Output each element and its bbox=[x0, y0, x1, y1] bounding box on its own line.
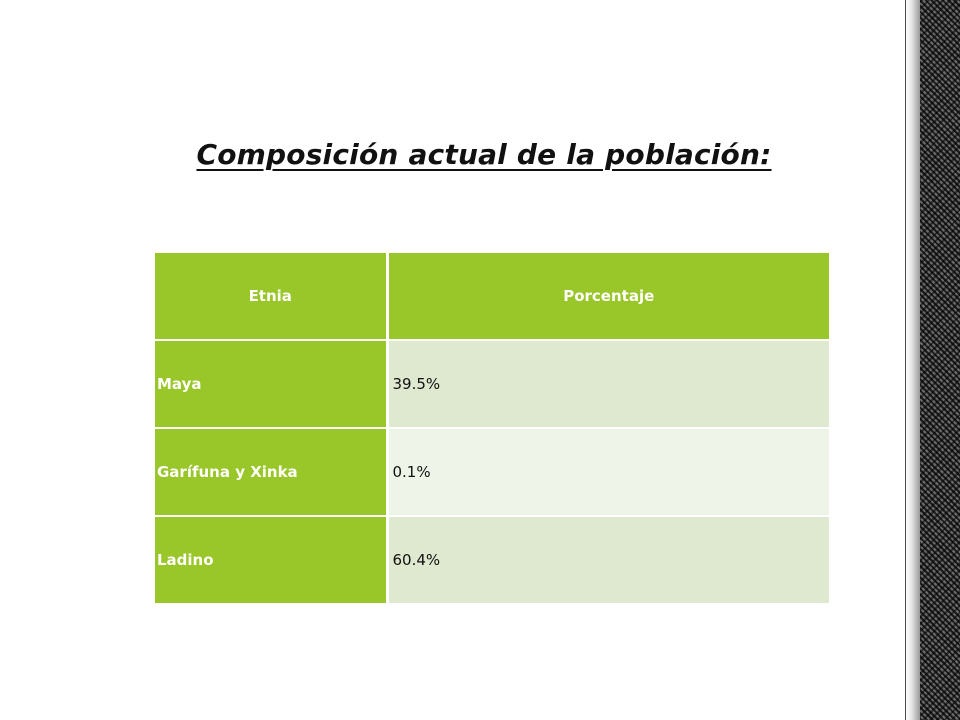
table-row: Garífuna y Xinka 0.1% bbox=[155, 427, 829, 516]
cell-porcentaje: 60.4% bbox=[387, 515, 829, 603]
slide-title-text: Composición actual de la población: bbox=[196, 138, 772, 171]
cell-etnia: Maya bbox=[155, 339, 389, 428]
cell-etnia: Garífuna y Xinka bbox=[155, 427, 389, 516]
population-table: Etnia Porcentaje Maya 39.5% Garífuna y X… bbox=[155, 253, 829, 603]
header-etnia: Etnia bbox=[155, 253, 389, 340]
cell-porcentaje: 0.1% bbox=[387, 427, 829, 516]
decorative-border-shadow bbox=[906, 0, 920, 720]
cell-porcentaje: 39.5% bbox=[387, 339, 829, 428]
decorative-border-pattern bbox=[920, 0, 960, 720]
cell-etnia: Ladino bbox=[155, 515, 389, 603]
slide-title: Composición actual de la población: bbox=[0, 138, 960, 171]
header-porcentaje: Porcentaje bbox=[387, 253, 829, 340]
table-header-row: Etnia Porcentaje bbox=[155, 253, 829, 340]
table-row: Maya 39.5% bbox=[155, 339, 829, 428]
table-row: Ladino 60.4% bbox=[155, 515, 829, 603]
